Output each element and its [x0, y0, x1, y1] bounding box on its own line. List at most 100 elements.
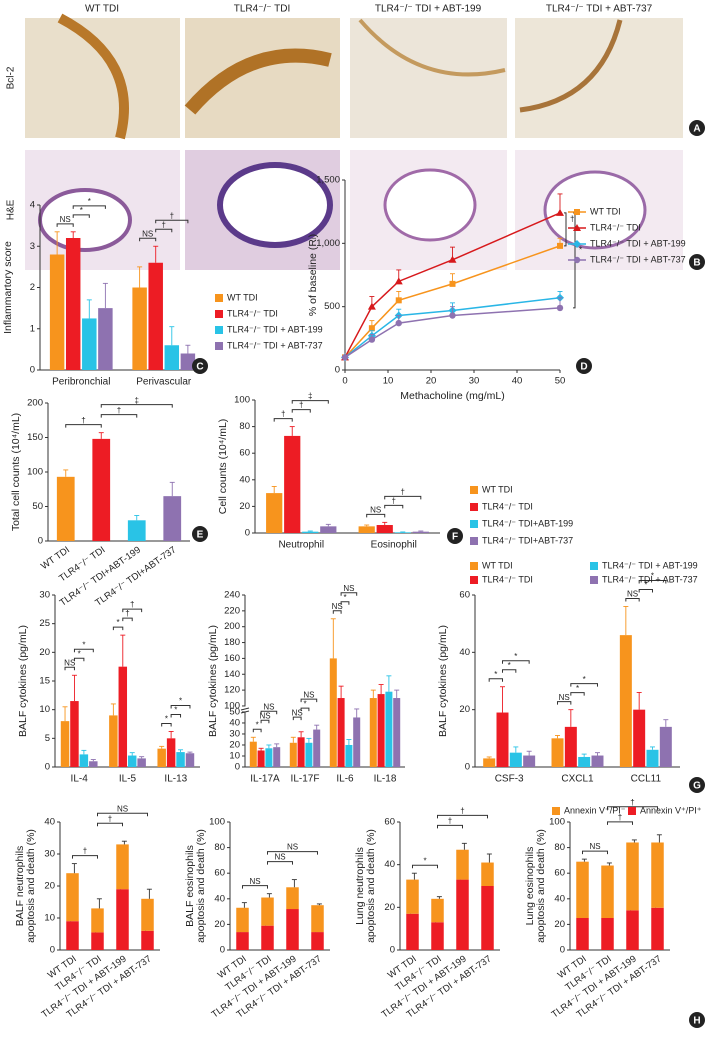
significance-label: ‡ [135, 396, 139, 405]
significance-label: † [125, 609, 129, 618]
y-tick-label: 30 [229, 728, 240, 739]
y-tick-label: 5 [45, 733, 50, 744]
legend-swatch [215, 310, 223, 318]
legend-label: Annexin V⁺/PI⁺ [640, 805, 702, 815]
significance-bracket [155, 219, 189, 224]
bar [289, 742, 297, 767]
significance-label: NS [249, 877, 260, 886]
significance-label: * [583, 675, 586, 684]
bcl2-image [515, 18, 683, 138]
y-tick-label: 4 [30, 200, 35, 211]
significance-bracket [267, 861, 293, 865]
bar-segment [116, 889, 129, 950]
x-tick-label: IL-6 [336, 774, 354, 785]
panel-letter: F [452, 532, 458, 543]
x-tick-label: 0 [342, 376, 347, 387]
bar-segment [236, 907, 249, 933]
y-tick-label: 30 [44, 849, 55, 860]
point [341, 354, 349, 361]
significance-label: NS [274, 853, 285, 862]
y-tick-label: 60 [384, 817, 395, 828]
bar [329, 658, 337, 767]
significance-label: * [343, 593, 346, 602]
bar [163, 496, 182, 541]
bar [127, 520, 146, 541]
bar-segment [261, 897, 274, 926]
significance-label: NS [292, 708, 303, 717]
significance-label: NS [343, 584, 354, 593]
significance-bracket [291, 400, 329, 404]
y-axis-label: Inflammartory score [2, 241, 14, 334]
bar [137, 758, 146, 767]
airway [383, 168, 477, 242]
y-tick-label: 160 [224, 653, 240, 664]
significance-label: * [494, 670, 497, 679]
bar [483, 758, 496, 767]
legend-label: WT TDI [590, 206, 621, 216]
significance-bracket [340, 601, 350, 605]
bar-segment [626, 842, 639, 911]
significance-bracket [100, 404, 173, 408]
panel-badge [689, 1012, 705, 1028]
x-tick-label: 30 [469, 376, 480, 387]
panel-letter: G [693, 781, 701, 792]
significance-bracket [384, 504, 404, 509]
panel-letter: E [197, 530, 204, 541]
significance-bracket [488, 678, 504, 682]
y-tick-label: 10 [44, 913, 55, 924]
significance-bracket [502, 669, 517, 673]
point [395, 297, 402, 304]
bar-segment [286, 887, 299, 910]
panel-letter: D [580, 362, 587, 373]
y-tick-label: 60 [459, 590, 470, 601]
significance-label: NS [589, 842, 600, 851]
y-tick-label: 220 [224, 605, 240, 616]
significance-label: NS [117, 804, 128, 813]
x-tick-label: CCL11 [631, 774, 662, 785]
significance-label: † [170, 211, 174, 220]
y-tick-label: 30 [39, 590, 50, 601]
bar-segment [66, 921, 79, 950]
y-tick-label: 10 [229, 751, 240, 762]
y-tick-label: 150 [27, 432, 43, 443]
significance-label: † [460, 806, 464, 815]
y-tick-label: 40 [459, 647, 470, 658]
significance-bracket [65, 424, 102, 428]
bar [92, 438, 111, 541]
significance-label: † [162, 220, 166, 229]
bar [60, 721, 70, 767]
y-tick-label: 40 [554, 893, 565, 904]
y-tick-label: 200 [224, 621, 240, 632]
bar [551, 738, 564, 767]
significance-bracket [161, 722, 172, 727]
legend-label: TLR4⁻/⁻ TDI [482, 501, 533, 511]
point [448, 255, 457, 263]
significance-label: † [448, 816, 452, 825]
y-tick-label: 40 [229, 717, 240, 728]
y-tick-label: 0 [245, 528, 250, 539]
y-tick-label: 20 [44, 881, 55, 892]
bar [385, 691, 393, 767]
bar [148, 262, 163, 370]
bar [297, 737, 305, 767]
significance-label: NS [627, 590, 638, 599]
y-tick-label: 20 [239, 501, 250, 512]
column-label: TLR4⁻/⁻ TDI + ABT-737 [546, 4, 653, 15]
significance-label: † [108, 814, 112, 823]
significance-bracket [300, 707, 310, 712]
y-axis-label: BALF neutrophils [14, 846, 26, 927]
y-tick-label: 20 [554, 919, 565, 930]
x-tick-label: 50 [555, 376, 566, 387]
y-tick-label: 20 [229, 739, 240, 750]
legend-swatch [470, 576, 478, 584]
y-tick-label: 0 [390, 945, 395, 956]
legend-marker [573, 240, 581, 248]
legend-label: TLR4⁻/⁻ TDI + ABT-737 [227, 340, 323, 350]
bar-segment [576, 861, 589, 918]
column-label: TLR4⁻/⁻ TDI [234, 4, 291, 15]
significance-bracket [73, 648, 94, 653]
x-tick-label: Eosinophil [371, 540, 417, 551]
significance-bracket [170, 713, 182, 718]
legend-label: TLR4⁻/⁻ TDI + ABT-199 [602, 560, 698, 570]
